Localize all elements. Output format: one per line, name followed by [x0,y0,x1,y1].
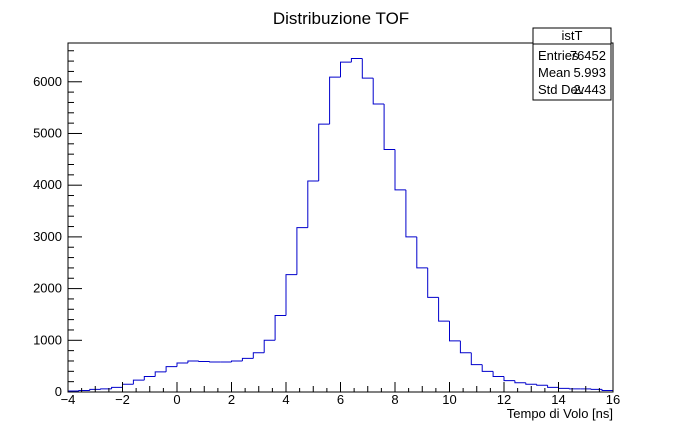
x-tick-label: 8 [391,392,398,407]
histogram-bin [296,227,308,275]
histogram-bin [590,388,603,390]
stats-label-stddev: Std Dev [538,82,585,97]
histogram-bin [459,340,472,354]
histogram-bin [492,371,504,377]
histogram-bin [438,297,450,322]
stats-label-mean: Mean [538,65,571,80]
histogram-bin [176,362,188,367]
histogram-bin [329,76,341,125]
histogram-bin [547,385,559,388]
histogram-bin [318,123,330,182]
y-tick-label: 4000 [33,177,62,192]
y-tick-label: 6000 [33,74,62,89]
stats-value-entries: 76452 [570,48,606,63]
histogram-bin [503,376,515,382]
histogram-bin [427,267,439,298]
histogram-bin [307,180,319,228]
x-tick-label: 4 [282,392,289,407]
stats-value-mean: 5.993 [573,65,606,80]
histogram-bin [416,236,428,269]
histogram-bin [285,274,297,316]
histogram-bin [601,389,613,391]
histogram-layer [67,58,614,392]
histogram-bin [111,386,123,389]
stats-value-stddev: 2.443 [573,82,606,97]
x-tick-label: 6 [337,392,344,407]
histogram-bin [241,357,254,361]
histogram-bin [536,384,548,386]
histogram-bin [361,58,374,79]
histogram-bin [394,149,406,191]
histogram-bin [143,375,156,381]
x-axis: −4 −2 0 2 4 6 8 10 12 14 16 [61,382,620,407]
x-tick-label: 10 [442,392,456,407]
stats-label-entries: Entries [538,48,579,63]
histogram-bin [209,361,221,363]
histogram-bin [568,388,581,390]
histogram-bin [100,388,112,390]
histogram-bin [231,360,243,363]
histogram-bin [340,61,352,78]
histogram-bin [350,58,363,63]
histogram-bin [274,314,286,341]
x-tick-label: 2 [228,392,235,407]
histogram-bin [263,339,276,353]
histogram-bin [154,371,167,377]
histogram-bin [470,352,483,366]
histogram-bin [132,379,145,385]
histogram-bin [187,360,199,364]
y-tick-label: 3000 [33,229,62,244]
x-tick-label: 12 [497,392,511,407]
x-tick-label: 0 [173,392,180,407]
y-tick-label: 2000 [33,281,62,296]
stats-box: istT Entries 76452 Mean 5.993 Std Dev 2.… [532,27,612,101]
x-tick-label: −2 [115,392,130,407]
histogram-bin [165,366,177,372]
histogram-bin [198,360,210,362]
histogram-bin [525,382,537,385]
y-tick-label: 5000 [33,125,62,140]
histogram-bin [252,352,265,359]
stats-box-frame [532,27,612,101]
x-axis-label: Tempo di Volo [ns] [507,406,613,421]
histogram-bin [89,388,101,391]
stats-box-title: istT [562,28,583,43]
histogram-bin [372,78,385,105]
y-tick-label: 1000 [33,332,62,347]
x-tick-label: 14 [551,392,565,407]
x-tick-label: 16 [606,392,620,407]
x-tick-label: −4 [61,392,76,407]
histogram-bin [481,364,494,372]
histogram-bin [78,389,90,391]
histogram-bin [514,380,526,384]
histogram-bin [405,189,417,238]
y-axis: 0 1000 2000 3000 4000 5000 6000 [33,50,82,399]
chart-title: Distribuzione TOF [273,9,409,28]
histogram-bin [449,321,461,342]
histogram-bin [383,104,395,151]
y-tick-label: 0 [55,384,62,399]
